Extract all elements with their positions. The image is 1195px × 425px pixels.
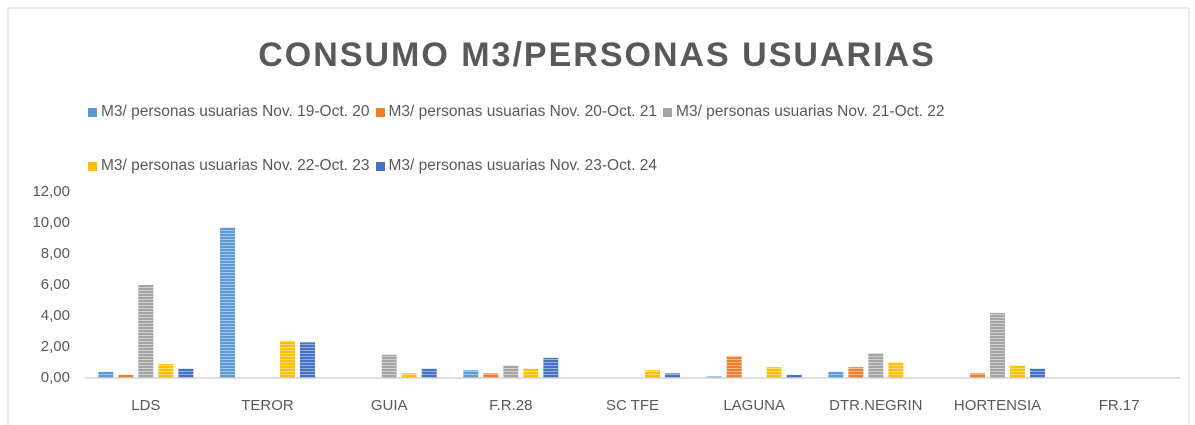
- bar: [138, 285, 154, 378]
- y-tick-label: 8,00: [41, 245, 70, 262]
- bar: [726, 356, 742, 378]
- y-tick-label: 2,00: [41, 338, 70, 355]
- legend-item: M3/ personas usuarias Nov. 23-Oct. 24: [375, 155, 658, 177]
- legend-swatch: [375, 107, 385, 117]
- legend-swatch: [88, 107, 97, 117]
- y-tick-label: 6,00: [41, 276, 70, 293]
- bar: [786, 374, 802, 378]
- x-tick-label: F.R.28: [489, 397, 532, 414]
- legend-item: M3/ personas usuarias Nov. 21-Oct. 22: [663, 101, 945, 123]
- legend-swatch: [663, 107, 673, 117]
- legend-label: M3/ personas usuarias Nov. 20-Oct. 21: [388, 103, 658, 120]
- bar: [523, 368, 539, 378]
- bar: [300, 342, 315, 378]
- y-tick-label: 12,00: [32, 183, 70, 200]
- chart-title: CONSUMO M3/PERSONAS USUARIAS: [258, 36, 936, 74]
- bar: [543, 357, 559, 378]
- bar: [766, 367, 782, 378]
- bar: [158, 364, 174, 378]
- bar: [503, 365, 519, 378]
- bar: [848, 367, 864, 378]
- legend-label: M3/ personas usuarias Nov. 22-Oct. 23: [101, 157, 370, 174]
- bar: [118, 374, 134, 378]
- bar: [421, 368, 437, 378]
- bar: [220, 227, 235, 378]
- bar: [706, 376, 722, 378]
- x-tick-label: DTR.NEGRIN: [829, 397, 922, 414]
- bar: [990, 312, 1005, 378]
- x-tick-label: FR.17: [1099, 397, 1140, 414]
- legend-item: M3/ personas usuarias Nov. 20-Oct. 21: [375, 101, 658, 123]
- bar: [483, 373, 499, 378]
- x-tick-label: LDS: [131, 397, 160, 414]
- x-tick-label: SC TFE: [606, 397, 659, 414]
- bar: [280, 340, 295, 378]
- legend-swatch: [375, 161, 385, 171]
- y-tick-label: 10,00: [32, 214, 70, 231]
- bar: [868, 353, 884, 378]
- bar: [888, 362, 904, 378]
- x-tick-label: GUIA: [371, 397, 408, 414]
- legend-label: M3/ personas usuarias Nov. 21-Oct. 22: [676, 103, 945, 120]
- y-tick-label: 4,00: [41, 307, 70, 324]
- bar: [1010, 365, 1025, 378]
- legend: M3/ personas usuarias Nov. 19-Oct. 20 M3/…: [88, 101, 1148, 177]
- x-tick-label: LAGUNA: [723, 397, 785, 414]
- chart-border: [7, 7, 1190, 425]
- bar: [1030, 368, 1045, 378]
- bar: [828, 371, 844, 378]
- legend-item: M3/ personas usuarias Nov. 22-Oct. 23: [88, 155, 370, 177]
- legend-label: M3/ personas usuarias Nov. 19-Oct. 20: [101, 103, 370, 120]
- legend-item: M3/ personas usuarias Nov. 19-Oct. 20: [88, 101, 370, 123]
- bar: [970, 373, 985, 378]
- legend-swatch: [88, 161, 97, 171]
- bar: [463, 370, 479, 378]
- bar: [178, 368, 194, 378]
- bar: [645, 370, 660, 378]
- legend-label: M3/ personas usuarias Nov. 23-Oct. 24: [388, 157, 658, 174]
- x-tick-label: TEROR: [241, 397, 294, 414]
- y-tick-label: 0,00: [41, 369, 70, 386]
- x-tick-label: HORTENSIA: [954, 397, 1041, 414]
- bar: [401, 373, 417, 378]
- bar: [381, 354, 397, 378]
- bar: [665, 373, 680, 378]
- bar: [98, 371, 114, 378]
